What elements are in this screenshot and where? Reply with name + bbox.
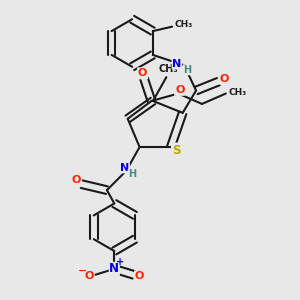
Text: H: H (128, 169, 136, 179)
Text: +: + (116, 257, 124, 267)
Text: CH₃: CH₃ (229, 88, 247, 97)
Text: O: O (138, 68, 147, 78)
Text: −: − (78, 266, 87, 276)
Text: O: O (135, 271, 144, 281)
Text: O: O (219, 74, 228, 84)
Text: H: H (183, 65, 191, 75)
Text: S: S (172, 143, 180, 157)
Text: O: O (175, 85, 184, 95)
Text: O: O (72, 175, 81, 185)
Text: CH₃: CH₃ (158, 64, 178, 74)
Text: CH₃: CH₃ (175, 20, 193, 29)
Text: O: O (84, 271, 94, 281)
Text: N: N (172, 59, 182, 69)
Text: N: N (120, 163, 129, 173)
Text: N: N (109, 262, 119, 275)
